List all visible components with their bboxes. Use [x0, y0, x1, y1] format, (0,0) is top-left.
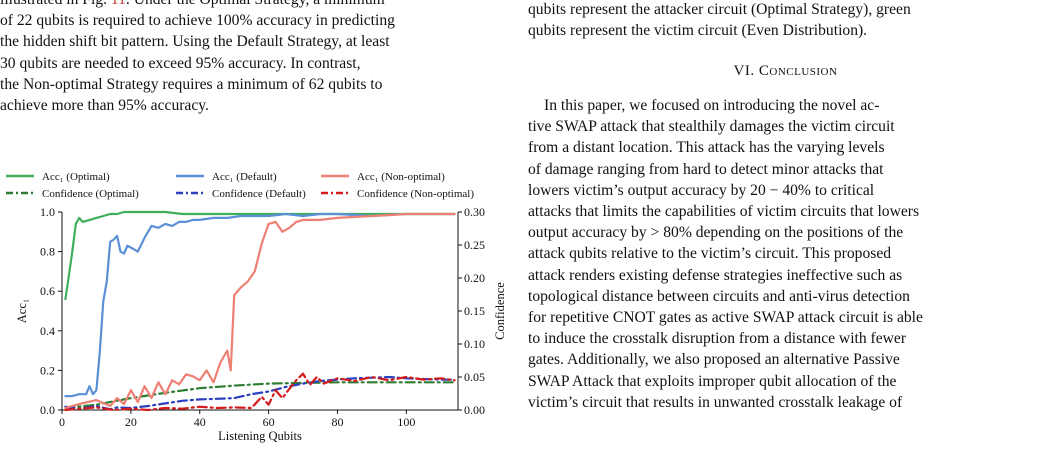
legend-label: Acc₁ (Default) [212, 171, 277, 183]
text-line: for repetitive CNOT gates as active SWAP… [528, 309, 923, 327]
text-line: lowers victim’s output accuracy by 20 − … [528, 181, 875, 199]
series-line [64, 375, 456, 411]
x-tick-label: 100 [397, 415, 415, 429]
legend-label: Acc₁ (Non-optimal) [357, 171, 445, 183]
y-tick-label: 0.4 [40, 324, 55, 338]
y-axis-label: Acc₁ [15, 299, 29, 323]
x-tick-label: 60 [263, 415, 275, 429]
text-line: to induce the crosstalk disruption from … [528, 330, 907, 348]
y2-tick-label: 0.15 [464, 304, 485, 318]
x-tick-label: 0 [59, 415, 65, 429]
text-line: In this paper, we focused on introducing… [544, 97, 880, 114]
text-line: achieve more than 95% accuracy. [0, 97, 209, 115]
y2-tick-label: 0.05 [464, 370, 485, 384]
section-title: Conclusion [758, 63, 838, 79]
series-line [64, 212, 456, 398]
legend-label: Confidence (Default) [212, 188, 306, 200]
conclusion-paragraph: In this paper, we focused on introducing… [528, 95, 1043, 413]
y2-tick-label: 0.00 [464, 403, 485, 417]
x-tick-label: 80 [331, 415, 343, 429]
y-tick-label: 0.2 [40, 363, 55, 377]
section-heading: VI. Conclusion [528, 63, 1043, 80]
text-line: of 22 qubits is required to achieve 100%… [0, 12, 395, 30]
y2-tick-label: 0.10 [464, 337, 485, 351]
y2-axis-label: Confidence [493, 282, 504, 340]
legend-label: Acc₁ (Optimal) [42, 171, 110, 183]
x-tick-label: 20 [125, 415, 137, 429]
text-line: output accuracy by > 80% depending on th… [528, 224, 904, 242]
text-line: qubits represent the attacker circuit (O… [528, 1, 911, 18]
y2-tick-label: 0.25 [464, 238, 485, 252]
text-line: SWAP Attack that exploits improper qubit… [528, 372, 897, 390]
text-line: the hidden shift bit pattern. Using the … [0, 33, 390, 51]
x-tick-label: 40 [194, 415, 206, 429]
text-line: from a distant location. This attack has… [528, 139, 885, 157]
legend-label: Confidence (Non-optimal) [357, 188, 474, 200]
y-tick-label: 0.6 [40, 284, 55, 298]
legend-label: Confidence (Optimal) [42, 188, 139, 200]
x-axis-label: Listening Qubits [218, 429, 302, 443]
text-line: of damage ranging from hard to detect mi… [528, 160, 884, 178]
text-line: topological distance between circuits an… [528, 287, 910, 305]
text-line: victim’s circuit that results in unwante… [528, 393, 903, 411]
series-line [64, 210, 456, 301]
y-tick-label: 0.0 [40, 403, 55, 417]
text-line: qubits represent the victim circuit (Eve… [528, 22, 868, 40]
section-number: VI. [733, 63, 755, 79]
series-line [64, 381, 456, 410]
text-line: illustrated in Fig. 11. Under the Optima… [0, 0, 504, 10]
line-chart: Acc₁ (Optimal) Acc₁ (Default) Acc₁ (Non-op… [6, 171, 507, 443]
text-line: gates. Additionally, we also proposed an… [528, 351, 900, 369]
y2-tick-label: 0.30 [464, 205, 485, 219]
y-tick-label: 1.0 [40, 205, 55, 219]
series-line [64, 212, 456, 410]
figure-reference[interactable]: 11 [111, 0, 126, 8]
y-tick-label: 0.8 [40, 245, 55, 259]
series-line [64, 372, 456, 412]
y2-tick-label: 0.20 [464, 271, 485, 285]
accuracy-confidence-figure: Acc₁ (Optimal) Acc₁ (Default) Acc₁ (Non-op… [0, 170, 507, 464]
text-line: attack qubits relative to the victim’s c… [528, 245, 892, 263]
left-paragraph: illustrated in Fig. 11. Under the Optima… [0, 0, 504, 116]
figure-caption-continuation: qubits represent the attacker circuit (O… [528, 0, 1043, 41]
text-line: the Non-optimal Strategy requires a mini… [0, 75, 383, 93]
text-line: attack renders existing defense strategi… [528, 266, 903, 284]
text-line: attacks that limits the capabilities of … [528, 203, 920, 221]
text-line: tive SWAP attack that stealthily damages… [528, 118, 895, 136]
text-line: 30 qubits are needed to exceed 95% accur… [0, 54, 361, 72]
